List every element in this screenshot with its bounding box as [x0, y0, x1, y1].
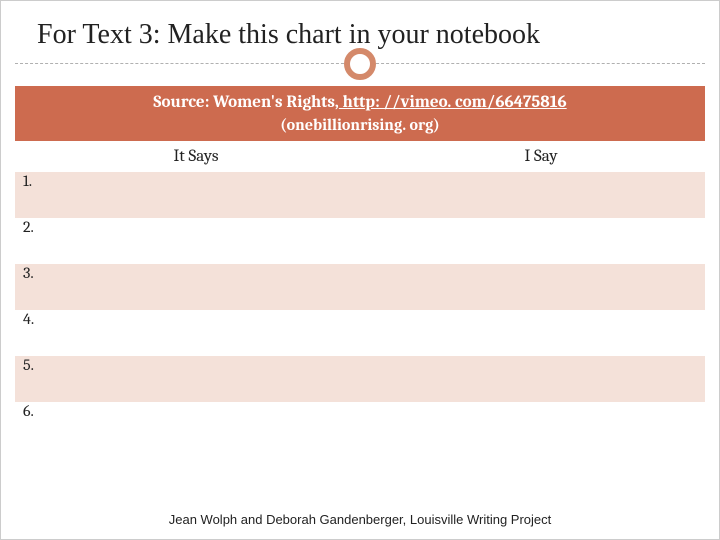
source-row: Source: Women's Rights, http: //vimeo. c…	[15, 86, 705, 141]
chart-table-wrap: Source: Women's Rights, http: //vimeo. c…	[1, 64, 719, 448]
cell-i-say	[377, 264, 705, 310]
row-num: 2.	[15, 218, 49, 264]
cell-it-says	[49, 356, 377, 402]
slide: For Text 3: Make this chart in your note…	[0, 0, 720, 540]
source-link[interactable]: http: //vimeo. com/66475816	[339, 93, 567, 112]
row-num: 4.	[15, 310, 49, 356]
cell-i-say	[377, 356, 705, 402]
col-it-says: It Says	[15, 141, 377, 172]
table-row: 5.	[15, 356, 705, 402]
cell-i-say	[377, 218, 705, 264]
source-prefix: Source: Women's Rights,	[153, 93, 339, 112]
chart-table: Source: Women's Rights, http: //vimeo. c…	[15, 86, 705, 448]
row-num: 3.	[15, 264, 49, 310]
row-num: 5.	[15, 356, 49, 402]
table-row: 2.	[15, 218, 705, 264]
ring-icon	[344, 48, 376, 80]
row-num: 6.	[15, 402, 49, 448]
table-row: 3.	[15, 264, 705, 310]
cell-i-say	[377, 402, 705, 448]
row-num: 1.	[15, 172, 49, 218]
footer-credit: Jean Wolph and Deborah Gandenberger, Lou…	[1, 512, 719, 527]
cell-it-says	[49, 172, 377, 218]
cell-i-say	[377, 172, 705, 218]
cell-it-says	[49, 402, 377, 448]
header-row: It Says I Say	[15, 141, 705, 172]
cell-it-says	[49, 264, 377, 310]
table-row: 4.	[15, 310, 705, 356]
cell-i-say	[377, 310, 705, 356]
table-row: 1.	[15, 172, 705, 218]
source-sub: (onebillionrising. org)	[19, 115, 701, 137]
cell-it-says	[49, 218, 377, 264]
cell-it-says	[49, 310, 377, 356]
divider-line	[15, 63, 705, 64]
table-row: 6.	[15, 402, 705, 448]
col-i-say: I Say	[377, 141, 705, 172]
